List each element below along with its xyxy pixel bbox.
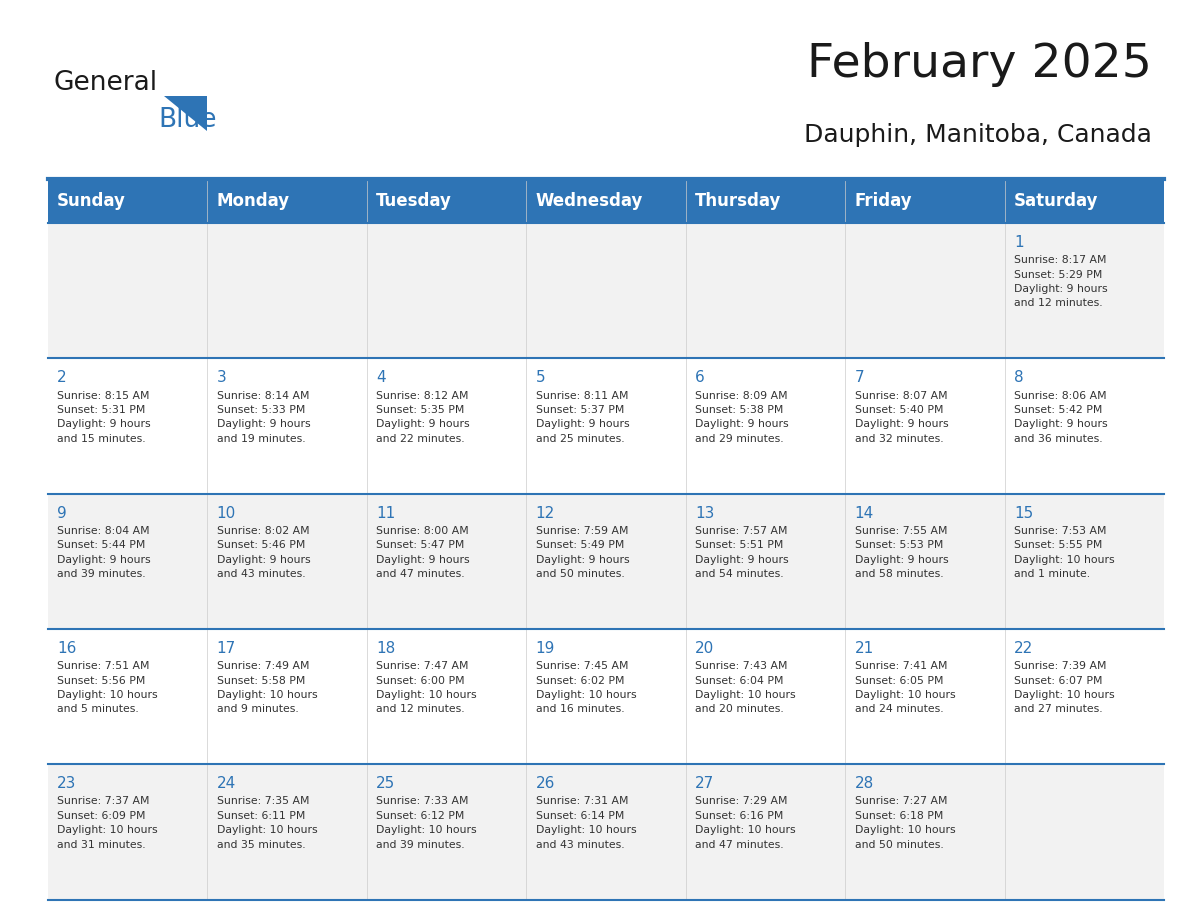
Bar [48,223,1164,358]
Text: Sunrise: 8:11 AM
Sunset: 5:37 PM
Daylight: 9 hours
and 25 minutes.: Sunrise: 8:11 AM Sunset: 5:37 PM Dayligh… [536,390,630,443]
Bar [48,765,1164,900]
Text: 2: 2 [57,370,67,386]
Text: Sunrise: 7:39 AM
Sunset: 6:07 PM
Daylight: 10 hours
and 27 minutes.: Sunrise: 7:39 AM Sunset: 6:07 PM Dayligh… [1015,661,1114,714]
Bar [48,358,1164,494]
Text: Sunrise: 8:15 AM
Sunset: 5:31 PM
Daylight: 9 hours
and 15 minutes.: Sunrise: 8:15 AM Sunset: 5:31 PM Dayligh… [57,390,151,443]
Bar [48,494,1164,629]
Text: Sunrise: 7:41 AM
Sunset: 6:05 PM
Daylight: 10 hours
and 24 minutes.: Sunrise: 7:41 AM Sunset: 6:05 PM Dayligh… [854,661,955,714]
Text: Sunday: Sunday [57,192,126,210]
Text: 9: 9 [57,506,67,521]
Bar [48,179,1164,223]
Text: 7: 7 [854,370,865,386]
Text: 8: 8 [1015,370,1024,386]
Text: Monday: Monday [216,192,290,210]
Text: 6: 6 [695,370,704,386]
Text: Sunrise: 8:06 AM
Sunset: 5:42 PM
Daylight: 9 hours
and 36 minutes.: Sunrise: 8:06 AM Sunset: 5:42 PM Dayligh… [1015,390,1108,443]
Text: 23: 23 [57,777,76,791]
Text: Sunrise: 7:53 AM
Sunset: 5:55 PM
Daylight: 10 hours
and 1 minute.: Sunrise: 7:53 AM Sunset: 5:55 PM Dayligh… [1015,526,1114,579]
Text: Sunrise: 8:14 AM
Sunset: 5:33 PM
Daylight: 9 hours
and 19 minutes.: Sunrise: 8:14 AM Sunset: 5:33 PM Dayligh… [216,390,310,443]
Text: 15: 15 [1015,506,1034,521]
Text: 10: 10 [216,506,235,521]
Text: 18: 18 [377,641,396,656]
Text: 22: 22 [1015,641,1034,656]
Text: Sunrise: 7:45 AM
Sunset: 6:02 PM
Daylight: 10 hours
and 16 minutes.: Sunrise: 7:45 AM Sunset: 6:02 PM Dayligh… [536,661,637,714]
Text: Sunrise: 7:51 AM
Sunset: 5:56 PM
Daylight: 10 hours
and 5 minutes.: Sunrise: 7:51 AM Sunset: 5:56 PM Dayligh… [57,661,158,714]
Text: February 2025: February 2025 [808,42,1152,87]
Text: Blue: Blue [158,107,216,133]
Text: Sunrise: 7:59 AM
Sunset: 5:49 PM
Daylight: 9 hours
and 50 minutes.: Sunrise: 7:59 AM Sunset: 5:49 PM Dayligh… [536,526,630,579]
Text: 26: 26 [536,777,555,791]
Text: Tuesday: Tuesday [377,192,451,210]
Text: Saturday: Saturday [1015,192,1099,210]
Text: 11: 11 [377,506,396,521]
Text: 27: 27 [695,777,714,791]
Bar [48,629,1164,765]
Text: Sunrise: 7:37 AM
Sunset: 6:09 PM
Daylight: 10 hours
and 31 minutes.: Sunrise: 7:37 AM Sunset: 6:09 PM Dayligh… [57,797,158,850]
Text: Sunrise: 7:57 AM
Sunset: 5:51 PM
Daylight: 9 hours
and 54 minutes.: Sunrise: 7:57 AM Sunset: 5:51 PM Dayligh… [695,526,789,579]
Text: 4: 4 [377,370,386,386]
Text: Dauphin, Manitoba, Canada: Dauphin, Manitoba, Canada [804,123,1152,147]
Text: Sunrise: 8:00 AM
Sunset: 5:47 PM
Daylight: 9 hours
and 47 minutes.: Sunrise: 8:00 AM Sunset: 5:47 PM Dayligh… [377,526,469,579]
Text: 24: 24 [216,777,235,791]
Text: Sunrise: 7:29 AM
Sunset: 6:16 PM
Daylight: 10 hours
and 47 minutes.: Sunrise: 7:29 AM Sunset: 6:16 PM Dayligh… [695,797,796,850]
Text: 21: 21 [854,641,874,656]
Polygon shape [164,96,207,131]
Text: Sunrise: 8:17 AM
Sunset: 5:29 PM
Daylight: 9 hours
and 12 minutes.: Sunrise: 8:17 AM Sunset: 5:29 PM Dayligh… [1015,255,1108,308]
Text: General: General [53,71,158,96]
Text: 25: 25 [377,777,396,791]
Text: 5: 5 [536,370,545,386]
Text: Sunrise: 8:02 AM
Sunset: 5:46 PM
Daylight: 9 hours
and 43 minutes.: Sunrise: 8:02 AM Sunset: 5:46 PM Dayligh… [216,526,310,579]
Text: 19: 19 [536,641,555,656]
Text: Sunrise: 7:27 AM
Sunset: 6:18 PM
Daylight: 10 hours
and 50 minutes.: Sunrise: 7:27 AM Sunset: 6:18 PM Dayligh… [854,797,955,850]
Text: Sunrise: 8:07 AM
Sunset: 5:40 PM
Daylight: 9 hours
and 32 minutes.: Sunrise: 8:07 AM Sunset: 5:40 PM Dayligh… [854,390,948,443]
Text: 3: 3 [216,370,226,386]
Text: 16: 16 [57,641,76,656]
Text: Sunrise: 7:35 AM
Sunset: 6:11 PM
Daylight: 10 hours
and 35 minutes.: Sunrise: 7:35 AM Sunset: 6:11 PM Dayligh… [216,797,317,850]
Text: Sunrise: 7:31 AM
Sunset: 6:14 PM
Daylight: 10 hours
and 43 minutes.: Sunrise: 7:31 AM Sunset: 6:14 PM Dayligh… [536,797,637,850]
Text: Wednesday: Wednesday [536,192,643,210]
Text: 28: 28 [854,777,874,791]
Text: 12: 12 [536,506,555,521]
Text: Sunrise: 8:09 AM
Sunset: 5:38 PM
Daylight: 9 hours
and 29 minutes.: Sunrise: 8:09 AM Sunset: 5:38 PM Dayligh… [695,390,789,443]
Text: Sunrise: 7:33 AM
Sunset: 6:12 PM
Daylight: 10 hours
and 39 minutes.: Sunrise: 7:33 AM Sunset: 6:12 PM Dayligh… [377,797,476,850]
Text: 13: 13 [695,506,714,521]
Text: Friday: Friday [854,192,912,210]
Text: Thursday: Thursday [695,192,782,210]
Text: Sunrise: 8:12 AM
Sunset: 5:35 PM
Daylight: 9 hours
and 22 minutes.: Sunrise: 8:12 AM Sunset: 5:35 PM Dayligh… [377,390,469,443]
Text: 14: 14 [854,506,874,521]
Text: Sunrise: 8:04 AM
Sunset: 5:44 PM
Daylight: 9 hours
and 39 minutes.: Sunrise: 8:04 AM Sunset: 5:44 PM Dayligh… [57,526,151,579]
Text: Sunrise: 7:49 AM
Sunset: 5:58 PM
Daylight: 10 hours
and 9 minutes.: Sunrise: 7:49 AM Sunset: 5:58 PM Dayligh… [216,661,317,714]
Text: 1: 1 [1015,235,1024,250]
Text: Sunrise: 7:47 AM
Sunset: 6:00 PM
Daylight: 10 hours
and 12 minutes.: Sunrise: 7:47 AM Sunset: 6:00 PM Dayligh… [377,661,476,714]
Text: Sunrise: 7:55 AM
Sunset: 5:53 PM
Daylight: 9 hours
and 58 minutes.: Sunrise: 7:55 AM Sunset: 5:53 PM Dayligh… [854,526,948,579]
Text: 17: 17 [216,641,235,656]
Text: 20: 20 [695,641,714,656]
Text: Sunrise: 7:43 AM
Sunset: 6:04 PM
Daylight: 10 hours
and 20 minutes.: Sunrise: 7:43 AM Sunset: 6:04 PM Dayligh… [695,661,796,714]
